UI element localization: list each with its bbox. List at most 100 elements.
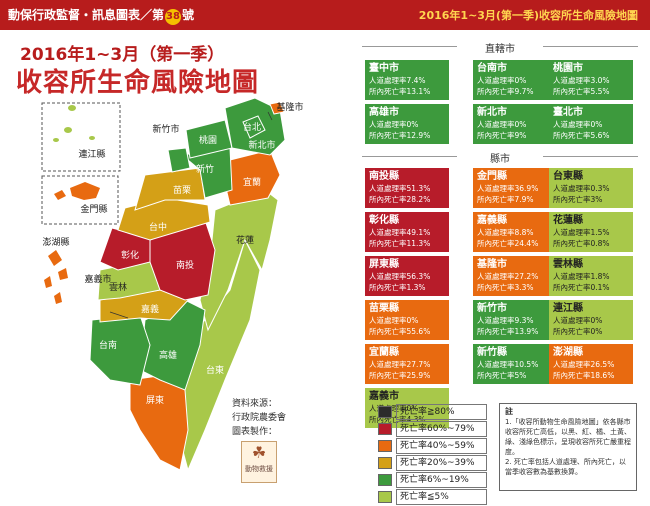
legend-item: 死亡率6%~19%: [376, 472, 492, 488]
map-label-changhua: 彰化: [121, 249, 139, 261]
map-label-lienchiang: 連江縣: [78, 148, 105, 160]
map-label-taichung: 台中: [149, 221, 167, 233]
region-pingtung: [129, 374, 189, 471]
card-rate: 所內死亡率12.9%: [369, 131, 431, 140]
card-rate: 人道處理率0%: [369, 316, 419, 325]
region-card: 嘉義縣 人道處理率8.8% 所內死亡率24.4%: [473, 212, 557, 252]
legend-swatch: [378, 423, 392, 435]
card-name: 金門縣: [477, 171, 507, 182]
region-card: 台東縣 人道處理率0.3% 所內死亡率3%: [549, 168, 633, 208]
map-label-keelung: 基隆市: [276, 101, 303, 113]
card-rate: 人道處理率7.4%: [369, 76, 426, 85]
card-rate: 人道處理率27.2%: [477, 272, 539, 281]
page-subtitle: 2016年1~3月（第一季）: [20, 45, 225, 65]
note-item: 1.「收容所動物生命風險地圖」依各縣市收容所死亡高低，以黑、紅、橘、土黃、綠、淺…: [505, 418, 631, 456]
card-rate: 所內死亡率11.3%: [369, 239, 431, 248]
card-name: 基隆市: [477, 259, 507, 270]
card-rate: 所內死亡率9.7%: [477, 87, 534, 96]
card-name: 南投縣: [369, 171, 399, 182]
region-card: 新竹縣 人道處理率10.5% 所內死亡率5%: [473, 344, 557, 384]
region-nantou: [149, 219, 216, 301]
lienchiang-islands: [53, 105, 95, 142]
card-rate: 所內死亡率5.5%: [553, 87, 610, 96]
card-rate: 人道處理率51.3%: [369, 184, 431, 193]
card-name: 宜蘭縣: [369, 347, 399, 358]
chiayi-city-leader: [109, 311, 129, 319]
map-label-tainan: 台南: [99, 339, 117, 351]
region-card: 高雄市人道處理率0% 所內死亡率12.9%: [365, 104, 449, 144]
legend-label: 死亡率40%~59%: [396, 438, 487, 454]
card-name: 雲林縣: [553, 259, 583, 270]
card-rate: 人道處理率0%: [369, 120, 419, 129]
region-card: 宜蘭縣 人道處理率27.7% 所內死亡率25.9%: [365, 344, 449, 384]
penghu-islands: [44, 250, 68, 304]
card-rate: 所內死亡率3.3%: [477, 283, 534, 292]
card-rate: 人道處理率49.1%: [369, 228, 431, 237]
dog-icon: ☘: [251, 443, 267, 462]
card-rate: 人道處理率8.8%: [477, 228, 534, 237]
card-rate: 人道處理率27.7%: [369, 360, 431, 369]
region-card: 臺北市 人道處理率0% 所內死亡率5.6%: [549, 104, 633, 144]
card-rate: 所內死亡率5%: [477, 371, 527, 380]
issue-number-badge: 38: [165, 9, 182, 25]
card-rate: 人道處理率3.0%: [553, 76, 610, 85]
map-label-chiayi: 嘉義: [141, 303, 159, 315]
map-label-kaohsiung: 高雄: [159, 349, 177, 361]
region-taipei: [242, 115, 266, 139]
card-name: 苗栗縣: [369, 303, 399, 314]
card-rate: 所內死亡率18.6%: [553, 371, 615, 380]
region-card: 金門縣 人道處理率36.9% 所內死亡率7.9%: [473, 168, 557, 208]
card-name: 澎湖縣: [553, 347, 583, 358]
legend-swatch: [378, 440, 392, 452]
map-label-taoyuan: 桃園: [199, 134, 217, 146]
legend-label: 死亡率60%~79%: [396, 421, 487, 437]
card-name: 臺中市: [369, 63, 399, 74]
card-name: 屏東縣: [369, 259, 399, 270]
map-label-hsinchu-city: 新竹市: [152, 123, 179, 135]
legend-label: 死亡率6%~19%: [396, 472, 487, 488]
card-name: 高雄市: [369, 107, 399, 118]
card-name: 嘉義市: [369, 391, 399, 402]
region-card: 苗栗縣人道處理率0% 所內死亡率55.6%: [365, 300, 449, 340]
map-label-taitung: 台東: [206, 364, 224, 376]
map-label-yunlin: 雲林: [109, 281, 127, 293]
kinmen-islands: [54, 182, 100, 200]
legend-swatch: [378, 491, 392, 503]
legend-swatch: [378, 406, 392, 418]
region-card: 臺中市人道處理率7.4% 所內死亡率13.1%: [365, 60, 449, 100]
card-rate: 所內死亡率0.1%: [553, 283, 610, 292]
region-card: 花蓮縣 人道處理率1.5% 所內死亡率0.8%: [549, 212, 633, 252]
region-card: 南投縣人道處理率51.3% 所內死亡率28.2%: [365, 168, 449, 208]
kinmen-frame: [41, 175, 119, 225]
card-rate: 所內死亡率9%: [477, 131, 527, 140]
card-rate: 所內死亡率55.6%: [369, 327, 431, 336]
card-rate: 人道處理率26.5%: [553, 360, 615, 369]
keelung-leader: [267, 111, 273, 121]
lienchiang-frame: [41, 102, 121, 172]
card-rate: 人道處理率9.3%: [477, 316, 534, 325]
map-svg: 基隆市 台北 新北市 桃園 新竹市 新竹 宜蘭 苗栗 台中 花蓮 彰化 南投 雲…: [41, 97, 304, 472]
map-label-chiayi-city: 嘉義市: [84, 273, 111, 285]
card-rate: 所內死亡率28.2%: [369, 195, 431, 204]
region-card: 彰化縣人道處理率49.1% 所內死亡率11.3%: [365, 212, 449, 252]
map-label-hsinchu: 新竹: [196, 163, 214, 175]
region-card: 澎湖縣人道處理率26.5% 所內死亡率18.6%: [549, 344, 633, 384]
card-rate: 人道處理率36.9%: [477, 184, 539, 193]
card-rate: 所內死亡率13.1%: [369, 87, 431, 96]
card-name: 彰化縣: [369, 215, 399, 226]
card-name: 台東縣: [553, 171, 583, 182]
card-rate: 所內死亡率13.9%: [477, 327, 539, 336]
region-card: 桃園市 人道處理率3.0% 所內死亡率5.5%: [549, 60, 633, 100]
notes-box: 註 1.「收容所動物生命風險地圖」依各縣市收容所死亡高低，以黑、紅、橘、土黃、綠…: [499, 403, 637, 491]
page-title: 收容所生命風險地圖: [16, 68, 260, 98]
card-rate: 人道處理率1.8%: [553, 272, 610, 281]
card-name: 新竹縣: [477, 347, 507, 358]
legend-label: 死亡率≧80%: [396, 404, 487, 420]
card-name: 連江縣: [553, 303, 583, 314]
region-card: 基隆市人道處理率27.2% 所內死亡率3.3%: [473, 256, 557, 296]
card-rate: 所內死亡率24.4%: [477, 239, 539, 248]
card-rate: 人道處理率0.3%: [553, 184, 610, 193]
map-label-hualien: 花蓮: [236, 234, 254, 246]
card-name: 新竹市: [477, 303, 507, 314]
taiwan-map: 基隆市 台北 新北市 桃園 新竹市 新竹 宜蘭 苗栗 台中 花蓮 彰化 南投 雲…: [0, 90, 370, 498]
